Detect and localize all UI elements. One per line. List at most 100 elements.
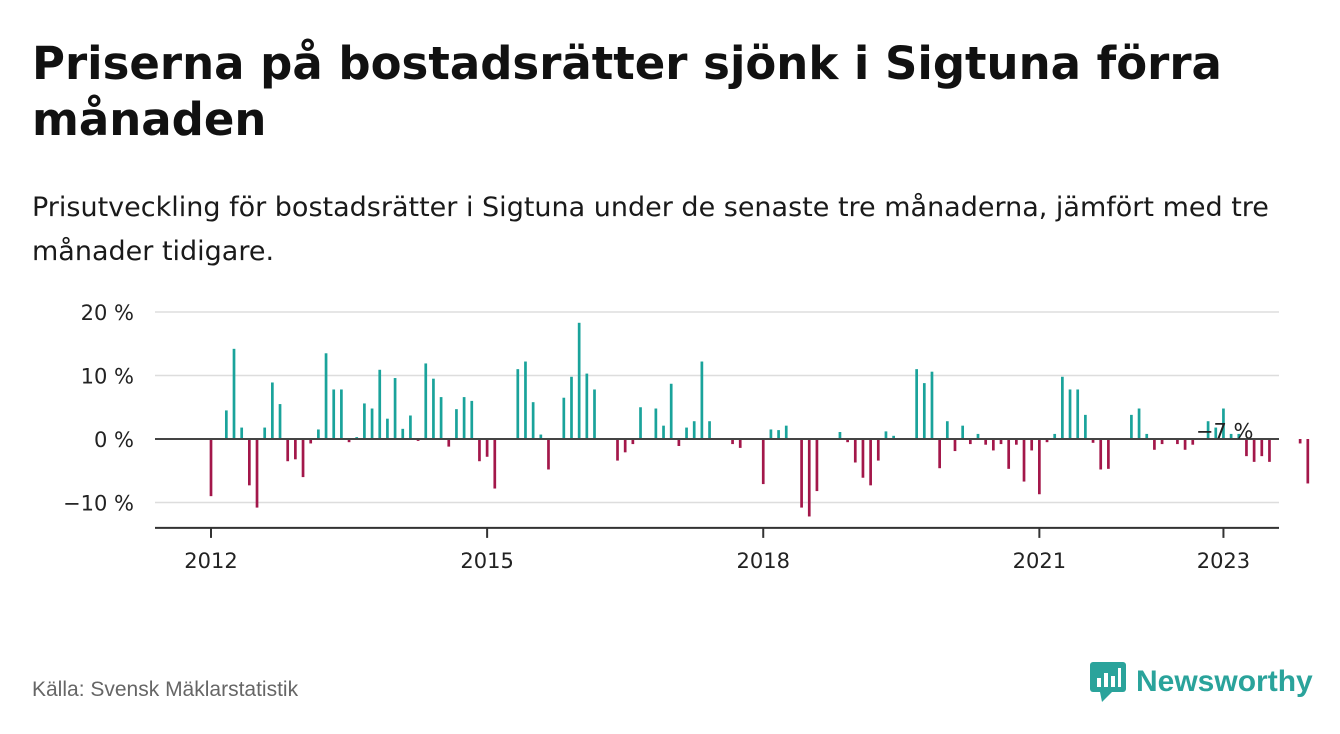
chart-subtitle: Prisutveckling för bostadsrätter i Sigtu… bbox=[32, 192, 1269, 267]
bar bbox=[631, 439, 635, 445]
bar bbox=[1245, 439, 1248, 457]
bar bbox=[570, 376, 573, 439]
x-tick-label: 2012 bbox=[184, 549, 237, 573]
bar bbox=[639, 407, 642, 439]
bar bbox=[769, 429, 773, 439]
bar bbox=[892, 435, 895, 439]
bar bbox=[961, 425, 965, 439]
annotations: −7 % bbox=[1196, 420, 1254, 444]
bar bbox=[1038, 439, 1041, 495]
brand-logo[interactable]: Newsworthy bbox=[1088, 660, 1313, 704]
bar-chart: 20 % 10 % 0 % −10 % 2012 2015 2018 2021 2023 −7… bbox=[63, 301, 1310, 573]
bar bbox=[1306, 439, 1310, 484]
bar bbox=[455, 409, 458, 439]
bar bbox=[930, 371, 934, 439]
bar bbox=[1045, 439, 1049, 443]
bar bbox=[853, 439, 857, 463]
bar bbox=[363, 403, 366, 439]
bar bbox=[915, 369, 918, 439]
bar bbox=[1084, 414, 1087, 439]
bar bbox=[255, 439, 259, 508]
bar bbox=[1022, 439, 1026, 482]
bar bbox=[945, 421, 949, 439]
bar bbox=[708, 421, 711, 439]
bar bbox=[1298, 439, 1302, 444]
bar bbox=[953, 439, 957, 452]
bar bbox=[1130, 414, 1133, 439]
y-axis-labels: 20 % 10 % 0 % −10 % bbox=[63, 301, 134, 516]
bar bbox=[485, 439, 489, 457]
bar bbox=[585, 373, 589, 439]
bar bbox=[1107, 439, 1110, 469]
bar bbox=[370, 408, 374, 439]
bar bbox=[240, 427, 244, 439]
bar bbox=[976, 433, 980, 439]
bar bbox=[1237, 433, 1241, 439]
x-tick-label: 2023 bbox=[1197, 549, 1250, 573]
bar bbox=[700, 361, 704, 439]
bar bbox=[685, 427, 688, 439]
bar bbox=[1183, 439, 1187, 450]
bar bbox=[340, 389, 343, 439]
bar bbox=[876, 439, 880, 461]
chart-title: Priserna på bostadsrätter sjönk i Sigtun… bbox=[32, 37, 1222, 146]
bar bbox=[884, 431, 888, 439]
grid-lines bbox=[155, 311, 1279, 504]
bar bbox=[1068, 389, 1072, 439]
bar bbox=[1160, 439, 1164, 445]
y-tick-label: 10 % bbox=[81, 365, 134, 389]
bar bbox=[378, 369, 382, 439]
bar bbox=[984, 439, 988, 445]
bar bbox=[324, 353, 328, 439]
bar bbox=[1214, 427, 1218, 439]
bar bbox=[593, 389, 596, 439]
bar bbox=[524, 361, 527, 439]
bar bbox=[393, 378, 397, 439]
bar bbox=[800, 439, 803, 508]
bar bbox=[1076, 389, 1080, 439]
bar bbox=[846, 439, 849, 443]
bar bbox=[1145, 433, 1149, 439]
last-value-label: −7 % bbox=[1196, 420, 1254, 444]
bar bbox=[738, 439, 742, 448]
bar bbox=[493, 439, 497, 489]
bar bbox=[968, 439, 972, 445]
bar bbox=[623, 439, 627, 453]
x-tick-label: 2015 bbox=[460, 549, 513, 573]
bar bbox=[1206, 421, 1210, 439]
bar bbox=[807, 439, 811, 517]
bar bbox=[332, 389, 336, 439]
bar bbox=[386, 418, 389, 439]
bar bbox=[209, 439, 213, 497]
bar bbox=[861, 439, 865, 478]
bar bbox=[991, 439, 995, 451]
y-tick-label: 20 % bbox=[81, 301, 134, 325]
bar bbox=[401, 428, 405, 439]
bar bbox=[286, 439, 290, 462]
bar bbox=[539, 434, 543, 439]
bar bbox=[662, 425, 665, 439]
bar bbox=[999, 439, 1003, 445]
bar bbox=[938, 439, 941, 469]
bar bbox=[1007, 439, 1011, 469]
bar bbox=[869, 439, 872, 486]
bar bbox=[1053, 433, 1057, 439]
bar bbox=[777, 430, 780, 439]
bar bbox=[577, 322, 581, 439]
bar bbox=[731, 439, 734, 445]
bars bbox=[209, 322, 1310, 517]
bar bbox=[462, 397, 466, 439]
newsworthy-logo-icon bbox=[1090, 662, 1126, 702]
bar bbox=[838, 432, 842, 439]
bar bbox=[301, 439, 305, 478]
bar bbox=[761, 439, 765, 485]
bar bbox=[424, 363, 428, 439]
bar bbox=[1176, 439, 1179, 445]
bar bbox=[224, 410, 228, 439]
bar bbox=[669, 383, 673, 439]
bar bbox=[409, 415, 412, 439]
axes bbox=[155, 438, 1279, 529]
bar bbox=[248, 439, 251, 486]
bar bbox=[317, 429, 320, 439]
bar bbox=[263, 427, 267, 439]
